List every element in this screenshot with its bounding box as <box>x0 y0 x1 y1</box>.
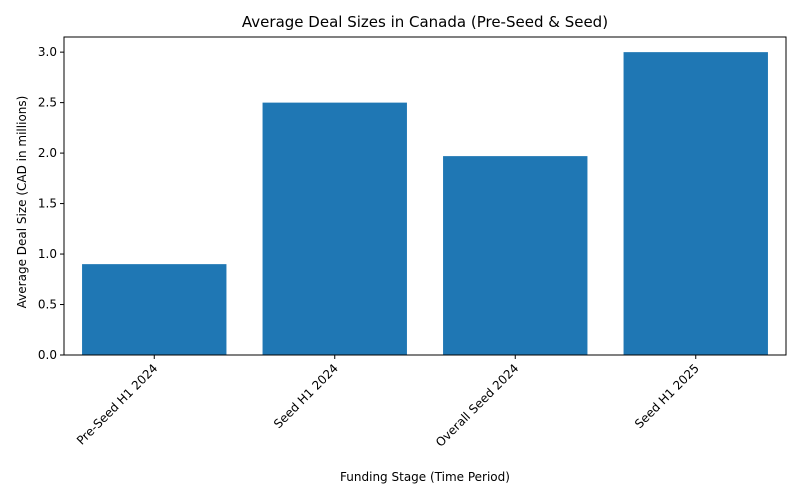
bar-3 <box>443 156 588 355</box>
y-tick-label-5: 2.5 <box>38 96 57 110</box>
y-tick-label-0: 0.0 <box>38 348 57 362</box>
x-tick-label-1: Pre-Seed H1 2024 <box>74 361 160 447</box>
x-tick-label-2: Seed H1 2024 <box>271 361 341 431</box>
bar-2 <box>262 102 407 356</box>
plot-frame <box>63 36 787 356</box>
bar-1 <box>82 264 227 355</box>
x-axis-label: Funding Stage (Time Period) <box>340 470 510 484</box>
plot-area: 0.0 0.5 1.0 1.5 2.0 2.5 3.0 Pre-Seed H1 2024 See… <box>38 36 787 450</box>
y-tick-label-1: 0.5 <box>38 298 57 312</box>
y-axis-label: Average Deal Size (CAD in millions) <box>15 96 29 309</box>
y-tick-label-2: 1.0 <box>38 247 57 261</box>
y-tick-label-3: 1.5 <box>38 197 57 211</box>
y-tick-label-6: 3.0 <box>38 45 57 59</box>
bar-4 <box>623 52 768 355</box>
chart-title: Average Deal Sizes in Canada (Pre-Seed &… <box>242 13 608 31</box>
y-tick-label-4: 2.0 <box>38 146 57 160</box>
x-tick-label-4: Seed H1 2025 <box>632 361 702 431</box>
x-tick-label-3: Overall Seed 2024 <box>433 361 521 449</box>
